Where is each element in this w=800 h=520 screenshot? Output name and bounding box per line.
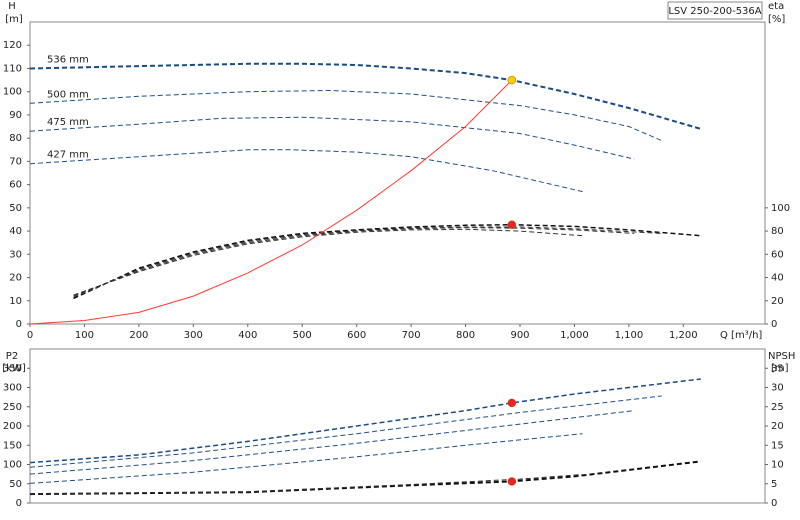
x-tick-label: 1,100 [615, 330, 644, 341]
plot-frame [29, 21, 766, 325]
x-tick-label: 1,200 [669, 330, 698, 341]
curve [73, 227, 635, 297]
y-tick-label: 350 [3, 363, 22, 374]
y2-tick-label: 0 [771, 498, 777, 509]
y-tick-label: 0 [16, 498, 22, 509]
y2-axis-unit: [m] [771, 363, 789, 374]
y-tick-label: 80 [9, 133, 22, 144]
curve [29, 433, 583, 484]
duty-point [507, 477, 517, 486]
y-tick-label: 10 [9, 296, 22, 307]
y2-axis-label: eta [768, 1, 784, 12]
curve [29, 378, 701, 464]
y2-tick-label: 15 [771, 440, 784, 451]
y2-tick-label: 35 [771, 363, 784, 374]
legend-box [667, 1, 763, 20]
y2-axis-label: NPSH [768, 351, 795, 362]
y-axis-unit: [m] [5, 14, 23, 25]
x-tick-label: 1,000 [560, 330, 589, 341]
x-axis-label: Q [m³/h] [720, 330, 762, 341]
x-tick-label: 900 [510, 330, 529, 341]
y-tick-label: 200 [3, 421, 22, 432]
curve [29, 410, 635, 475]
y-tick-label: 70 [9, 156, 22, 167]
y-tick-label: 100 [3, 87, 22, 98]
y-tick-label: 250 [3, 402, 22, 413]
y-tick-label: 110 [3, 63, 22, 74]
y-tick-label: 0 [16, 319, 22, 330]
x-tick-label: 600 [347, 330, 366, 341]
x-tick-label: 700 [402, 330, 421, 341]
x-tick-label: 0 [27, 330, 33, 341]
curve [73, 226, 662, 298]
x-tick-label: 400 [238, 330, 257, 341]
x-tick-label: 100 [75, 330, 94, 341]
x-tick-label: 800 [456, 330, 475, 341]
y2-tick-label: 20 [771, 421, 784, 432]
curve [29, 79, 513, 325]
y2-tick-label: 100 [771, 203, 790, 214]
curve [73, 228, 583, 296]
y2-tick-label: 5 [771, 479, 777, 490]
y2-tick-label: 10 [771, 460, 784, 471]
y2-tick-label: 30 [771, 383, 784, 394]
duty-point [507, 220, 517, 229]
x-tick-label: 300 [184, 330, 203, 341]
y-tick-label: 60 [9, 180, 22, 191]
curve [29, 395, 662, 468]
y-tick-label: 20 [9, 273, 22, 284]
y-tick-label: 300 [3, 383, 22, 394]
y-tick-label: 40 [9, 226, 22, 237]
y2-tick-label: 60 [771, 249, 784, 260]
y-axis-label: P2 [6, 351, 18, 362]
x-tick-label: 200 [129, 330, 148, 341]
curve [29, 474, 583, 495]
y-axis-unit: [kW] [2, 363, 26, 374]
y-tick-label: 30 [9, 249, 22, 260]
y-tick-label: 50 [9, 203, 22, 214]
legend-title: LSV 250-200-536A [668, 6, 761, 17]
y-tick-label: 90 [9, 110, 22, 121]
curve [29, 116, 635, 160]
y2-tick-label: 25 [771, 402, 784, 413]
plot-frame [29, 348, 766, 504]
curve [73, 223, 701, 300]
curve-label: 500 mm [47, 89, 89, 100]
y-tick-label: 100 [3, 460, 22, 471]
x-tick-label: 500 [293, 330, 312, 341]
curve [29, 149, 583, 193]
y2-tick-label: 40 [771, 273, 784, 284]
y2-tick-label: 80 [771, 226, 784, 237]
curve [29, 460, 701, 496]
y-tick-label: 50 [9, 479, 22, 490]
y2-tick-label: 0 [771, 319, 777, 330]
duty-point [507, 398, 517, 408]
curve-label: 536 mm [47, 54, 89, 65]
y-tick-label: 120 [3, 40, 22, 51]
curve [29, 89, 662, 141]
y-tick-label: 150 [3, 440, 22, 451]
y2-tick-label: 20 [771, 296, 784, 307]
curve-label: 475 mm [47, 117, 89, 128]
y2-axis-unit: [%] [768, 14, 785, 25]
curve-label: 427 mm [47, 150, 89, 161]
y-axis-label: H [8, 1, 16, 12]
duty-point [507, 75, 517, 85]
